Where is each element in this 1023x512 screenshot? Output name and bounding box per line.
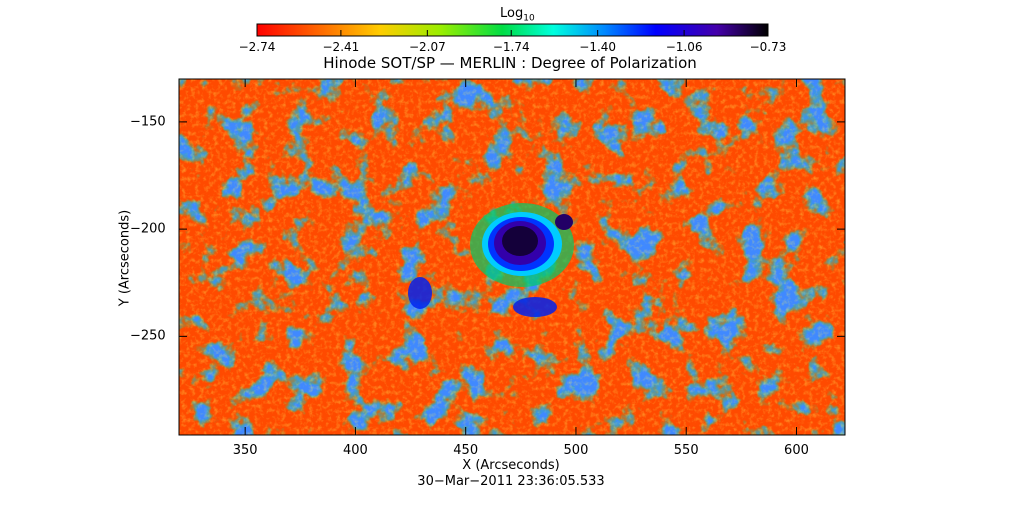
- colorbar-tick-label: −1.74: [492, 40, 530, 54]
- colorbar-tick-label: −0.73: [749, 40, 787, 54]
- x-tick-label: 500: [563, 443, 589, 458]
- y-tick-label: −150: [130, 114, 166, 130]
- x-tick-label: 450: [453, 443, 479, 458]
- colorbar-tick-label: −1.06: [665, 40, 703, 54]
- x-axis-label: X (Arcseconds): [462, 458, 560, 473]
- y-axis-label: Y (Arcseconds): [117, 209, 133, 307]
- polarization-map: [179, 79, 845, 435]
- y-tick-label: −250: [130, 328, 166, 344]
- x-tick-label: 400: [343, 443, 368, 458]
- colorbar-gradient: [256, 23, 769, 37]
- colorbar-tick-label: −2.07: [408, 40, 446, 54]
- colorbar-tick-marks: [256, 30, 769, 36]
- colorbar-tick-label: −1.40: [579, 40, 617, 54]
- x-tick-label: 600: [784, 443, 809, 458]
- colorbar-tick-label: −2.74: [238, 40, 276, 54]
- y-tick-label: −200: [130, 221, 166, 237]
- observation-timestamp: 30−Mar−2011 23:36:05.533: [417, 474, 605, 489]
- chart-title: Hinode SOT/SP — MERLIN : Degree of Polar…: [323, 54, 697, 72]
- colorbar-title: Log10: [500, 6, 535, 24]
- plot-frame: [178, 78, 846, 436]
- x-tick-label: 550: [673, 443, 699, 458]
- sunspot-umbra: [470, 203, 574, 287]
- axis-tick-marks: [179, 79, 845, 435]
- colorbar-tick-label: −2.41: [322, 40, 360, 54]
- x-tick-label: 350: [232, 443, 258, 458]
